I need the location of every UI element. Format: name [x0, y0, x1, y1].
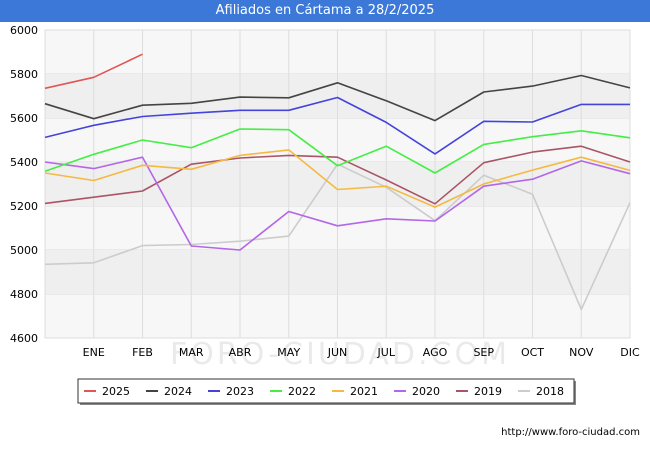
legend-label-2018: 2018 — [536, 385, 564, 398]
grid-layer — [44, 29, 631, 339]
legend-label-2023: 2023 — [226, 385, 254, 398]
series-line-2020 — [44, 156, 631, 251]
legend-label-2022: 2022 — [288, 385, 316, 398]
x-tick-label: SEP — [473, 346, 494, 359]
y-tick-label: 5200 — [10, 200, 38, 213]
x-tick-label: AGO — [423, 346, 448, 359]
legend-label-2021: 2021 — [350, 385, 378, 398]
y-tick-label: 4600 — [10, 332, 38, 345]
series-line-2021 — [44, 149, 631, 208]
legend-label-2020: 2020 — [412, 385, 440, 398]
y-tick-label: 5000 — [10, 244, 38, 257]
series-line-2024 — [44, 74, 631, 122]
series-line-2023 — [44, 96, 630, 155]
legend-label-2024: 2024 — [164, 385, 192, 398]
x-tick-label: JUN — [327, 346, 348, 359]
x-tick-label: JUL — [377, 346, 396, 359]
tick-layer: 4600 4800 5000 5200 5400 5600 5800 6000 ENE FEB MA… — [10, 24, 640, 359]
legend-box — [77, 378, 575, 404]
series-line-2019 — [44, 145, 631, 205]
chart-title: Afiliados en Cártama a 28/2/2025 — [0, 0, 650, 22]
series-line-2022 — [44, 128, 631, 174]
y-tick-label: 5800 — [10, 68, 38, 81]
series-line-2018 — [44, 163, 631, 311]
series-line-2025 — [44, 53, 143, 90]
y-tick-label: 5600 — [10, 112, 38, 125]
x-tick-label: NOV — [569, 346, 594, 359]
legend: 2025 2024 2023 2022 2021 2020 2019 2018 — [77, 378, 576, 405]
x-tick-label: MAR — [179, 346, 204, 359]
y-tick-label: 6000 — [10, 24, 38, 37]
x-tick-label: ABR — [229, 346, 252, 359]
x-tick-label: FEB — [132, 346, 153, 359]
legend-label-2019: 2019 — [474, 385, 502, 398]
x-tick-label: OCT — [521, 346, 544, 359]
series-layer — [44, 53, 631, 311]
legend-label-2025: 2025 — [102, 385, 130, 398]
watermark: FORO-CIUDAD.COM — [170, 337, 510, 372]
y-tick-label: 4800 — [10, 288, 38, 301]
footer-url[interactable]: http://www.foro-ciudad.com — [501, 427, 640, 438]
x-tick-label: ENE — [83, 346, 105, 359]
x-tick-label: DIC — [620, 346, 640, 359]
x-tick-label: MAY — [277, 346, 300, 359]
y-tick-label: 5400 — [10, 156, 38, 169]
